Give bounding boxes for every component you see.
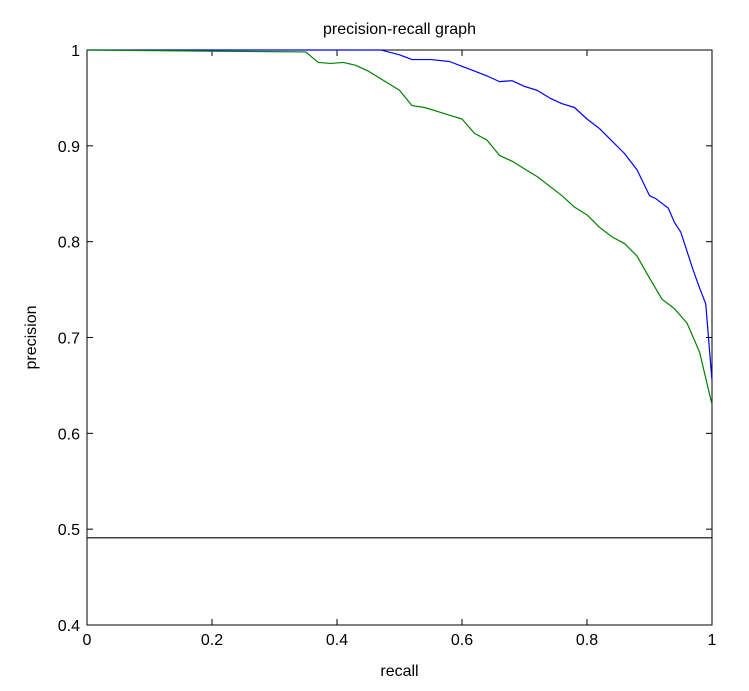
y-axis-label: precision [23,305,40,369]
x-tick-label: 0.4 [326,632,348,649]
x-tick-label: 0.2 [201,632,223,649]
y-tick-label: 1 [71,43,80,60]
axis-tick-labels: 0 0.2 0.4 0.6 0.8 1 0.4 0.5 0.6 0.7 0.8 0.9 1 [58,43,717,649]
y-tick-label: 0.7 [58,331,80,348]
x-axis-label: recall [380,663,418,680]
y-tick-label: 0.9 [58,139,80,156]
plot-area [86,49,713,626]
x-tick-label: 0 [83,632,92,649]
series-lines [86,49,713,539]
y-tick-label: 0.4 [58,618,80,635]
x-tick-label: 1 [708,632,717,649]
y-tick-label: 0.5 [58,522,80,539]
x-tick-label: 0.6 [451,632,473,649]
y-tick-label: 0.8 [58,235,80,252]
blue-series-line [87,49,713,381]
y-tick-label: 0.6 [58,426,80,443]
x-tick-label: 0.8 [576,632,598,649]
green-series-line [86,49,713,405]
chart-title: precision-recall graph [323,21,476,38]
axis-ticks [86,49,713,626]
